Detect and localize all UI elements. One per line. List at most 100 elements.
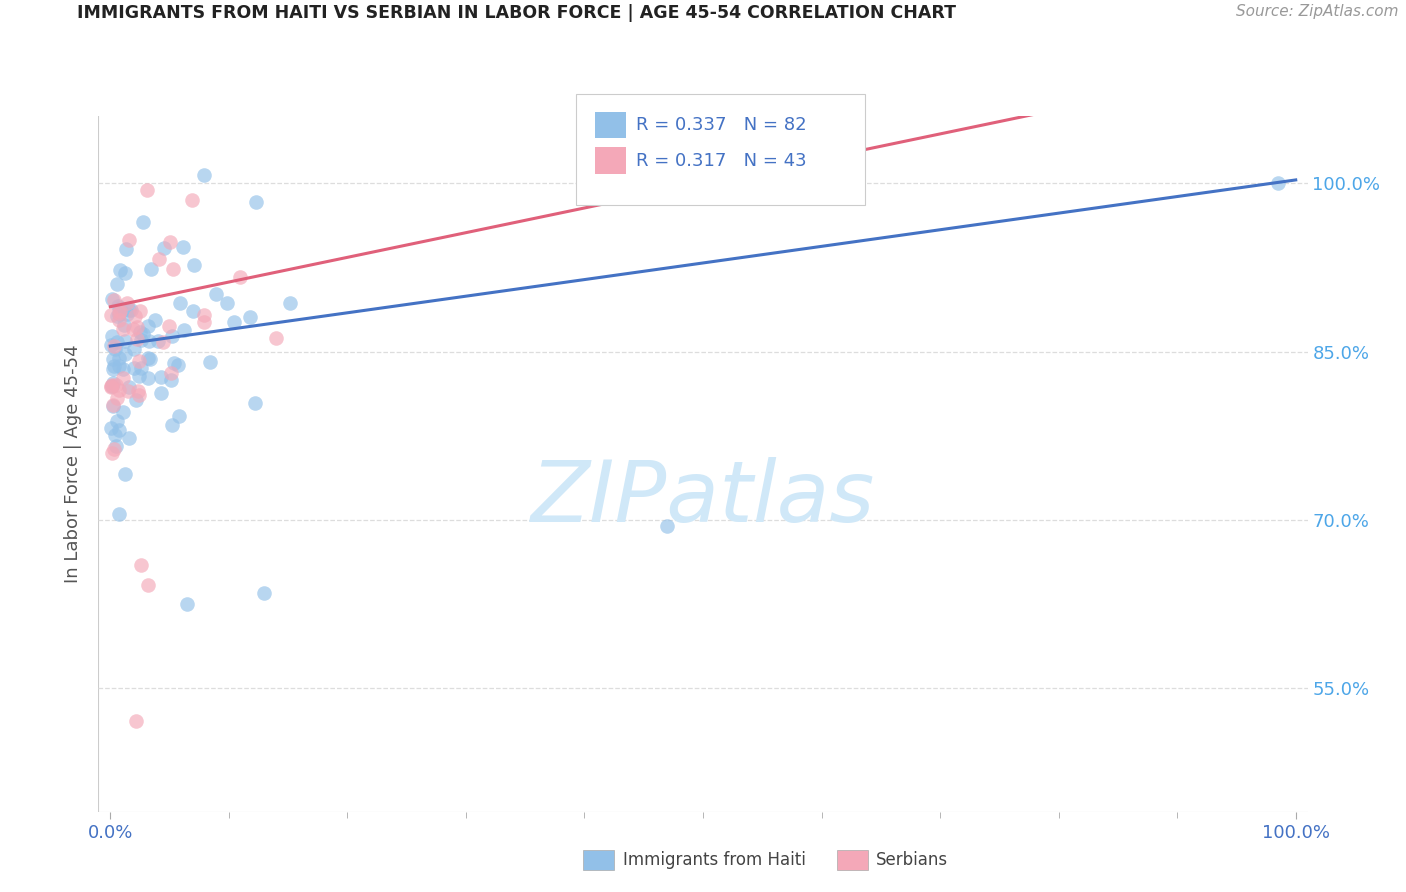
Point	[138, 318, 160, 333]
Point	[160, 329, 183, 343]
Point	[125, 332, 148, 346]
Point	[1267, 176, 1289, 190]
Point	[100, 380, 122, 394]
Point	[129, 334, 152, 348]
Point	[136, 351, 159, 365]
Point	[173, 323, 195, 337]
Point	[181, 303, 204, 318]
Point	[112, 405, 135, 419]
Point	[117, 431, 139, 445]
Text: Serbians: Serbians	[876, 851, 948, 869]
Point	[114, 346, 136, 360]
Point	[105, 309, 128, 323]
Point	[120, 302, 142, 317]
Point	[107, 307, 129, 321]
Point	[103, 339, 125, 353]
Point	[111, 371, 134, 385]
Point	[122, 342, 145, 356]
Point	[146, 334, 169, 349]
Point	[118, 302, 141, 317]
Point	[166, 358, 188, 372]
Point	[103, 442, 125, 456]
Y-axis label: In Labor Force | Age 45-54: In Labor Force | Age 45-54	[65, 344, 83, 583]
Point	[222, 315, 245, 329]
Point	[112, 318, 135, 333]
Point	[266, 331, 288, 345]
Point	[205, 287, 228, 301]
Point	[239, 310, 262, 324]
Point	[132, 327, 155, 342]
Point	[100, 378, 122, 392]
Point	[128, 369, 150, 384]
Text: Immigrants from Haiti: Immigrants from Haiti	[623, 851, 806, 869]
Point	[107, 299, 129, 313]
Point	[100, 379, 122, 393]
Point	[229, 270, 252, 285]
Point	[132, 215, 155, 229]
Point	[169, 295, 191, 310]
Point	[108, 423, 131, 437]
Point	[101, 362, 124, 376]
Point	[162, 262, 184, 277]
Point	[124, 360, 146, 375]
Point	[117, 384, 139, 398]
Point	[103, 342, 125, 356]
Point	[173, 240, 195, 254]
Point	[114, 334, 136, 349]
Point	[193, 308, 215, 322]
Point	[193, 315, 215, 329]
Point	[103, 351, 125, 366]
Point	[139, 262, 162, 277]
Text: Source: ZipAtlas.com: Source: ZipAtlas.com	[1236, 4, 1399, 20]
Point	[136, 183, 159, 197]
Point	[111, 322, 134, 336]
Point	[114, 266, 136, 280]
Point	[108, 263, 131, 277]
Point	[152, 334, 174, 349]
Point	[143, 312, 166, 326]
Point	[183, 258, 205, 272]
Point	[278, 295, 301, 310]
Text: ZIPatlas: ZIPatlas	[531, 457, 875, 541]
Point	[163, 355, 186, 369]
Point	[245, 396, 267, 410]
Point	[107, 359, 129, 374]
Point	[176, 597, 198, 611]
Point	[115, 296, 138, 310]
Point	[107, 306, 129, 320]
Point	[128, 388, 150, 402]
Point	[103, 376, 125, 391]
Point	[115, 307, 138, 321]
Point	[124, 309, 146, 323]
Point	[100, 338, 122, 352]
Point	[105, 335, 128, 350]
Point	[105, 277, 128, 291]
Point	[107, 508, 129, 522]
Text: R = 0.317   N = 43: R = 0.317 N = 43	[636, 152, 806, 169]
Point	[160, 373, 183, 387]
Point	[129, 360, 152, 375]
Point	[193, 168, 215, 182]
Text: R = 0.337   N = 82: R = 0.337 N = 82	[636, 116, 806, 134]
Point	[138, 334, 160, 348]
Point	[128, 354, 150, 368]
Point	[100, 308, 122, 322]
Point	[114, 467, 136, 482]
Point	[127, 384, 149, 398]
Point	[245, 194, 267, 209]
Point	[129, 325, 152, 339]
Point	[159, 235, 181, 249]
Point	[104, 428, 127, 442]
Point	[253, 586, 276, 600]
Point	[125, 714, 148, 728]
Point	[101, 399, 124, 413]
Point	[104, 377, 127, 392]
Point	[215, 295, 238, 310]
Point	[101, 292, 124, 306]
Text: IMMIGRANTS FROM HAITI VS SERBIAN IN LABOR FORCE | AGE 45-54 CORRELATION CHART: IMMIGRANTS FROM HAITI VS SERBIAN IN LABO…	[77, 4, 956, 22]
Point	[108, 313, 131, 327]
Point	[125, 319, 148, 334]
Point	[138, 351, 160, 366]
Point	[105, 414, 128, 428]
Point	[150, 370, 173, 384]
